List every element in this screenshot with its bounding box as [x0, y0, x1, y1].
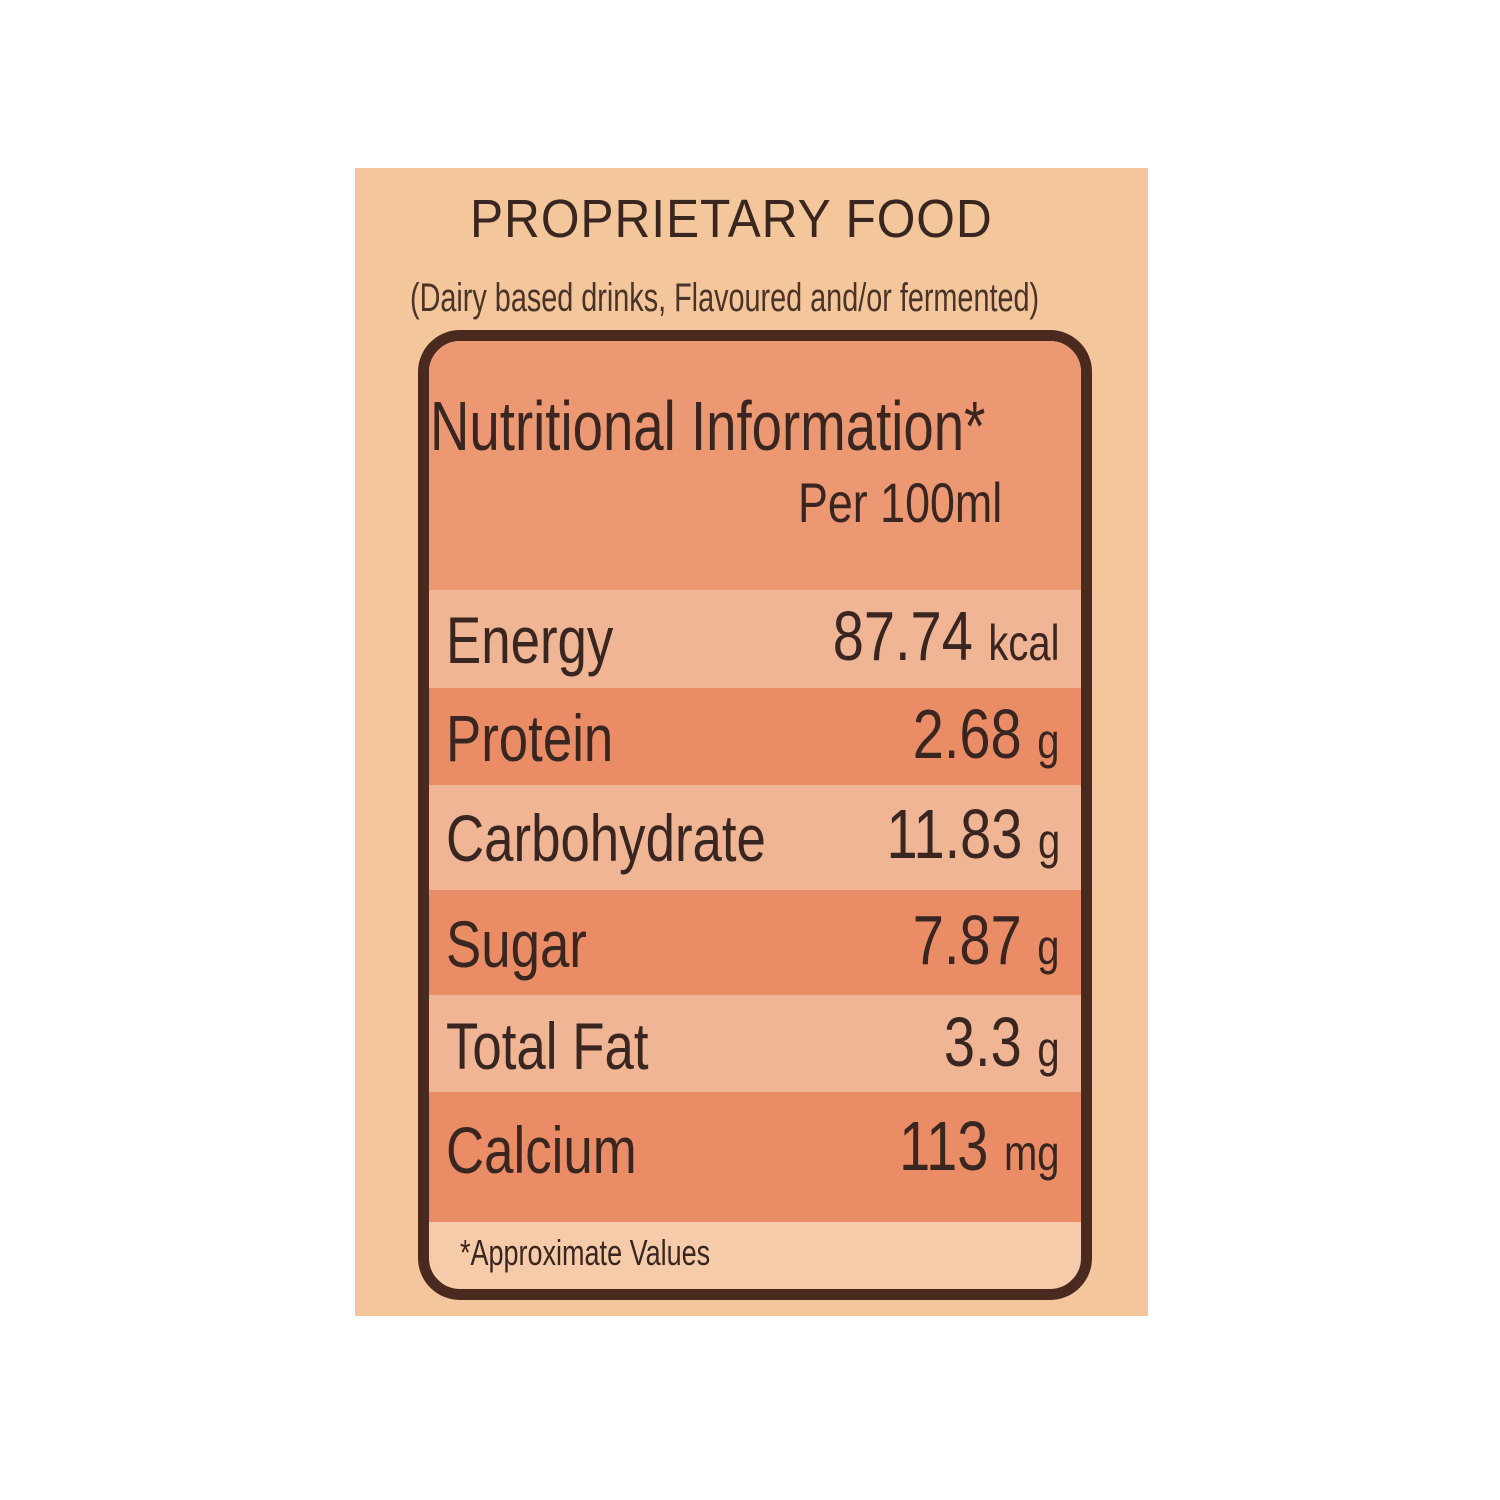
- header-band: [429, 341, 1081, 590]
- value-unit: g: [1037, 1021, 1060, 1077]
- nutrient-label: Carbohydrate: [446, 801, 766, 875]
- value-unit: g: [1037, 919, 1060, 975]
- nutrient-value: 87.74 kcal: [833, 596, 1060, 676]
- row-band: [429, 890, 1081, 995]
- value-unit: kcal: [988, 615, 1060, 671]
- row-band: [429, 688, 1081, 785]
- value-number: 113: [899, 1107, 989, 1185]
- label-title: PROPRIETARY FOOD: [470, 189, 993, 249]
- value-number: 87.74: [833, 597, 974, 675]
- nutrient-value: 11.83 g: [886, 794, 1060, 874]
- nutrient-value: 3.3 g: [944, 1002, 1060, 1082]
- nutrition-panel: [418, 330, 1092, 1300]
- nutrient-label: Total Fat: [446, 1009, 649, 1083]
- nutrient-label: Protein: [446, 701, 614, 775]
- value-unit: g: [1037, 813, 1060, 869]
- value-number: 3.3: [944, 1003, 1023, 1081]
- value-unit: mg: [1004, 1125, 1060, 1181]
- row-band: [429, 1092, 1081, 1222]
- nutrient-value: 2.68 g: [913, 694, 1060, 774]
- value-unit: g: [1037, 713, 1060, 769]
- value-number: 11.83: [886, 795, 1023, 873]
- nutrient-label: Calcium: [446, 1113, 637, 1187]
- label-subtitle: (Dairy based drinks, Flavoured and/or fe…: [410, 276, 1040, 320]
- nutrient-label: Energy: [446, 603, 614, 677]
- nutrient-value: 7.87 g: [913, 900, 1060, 980]
- row-band: [429, 995, 1081, 1092]
- column-header: Per 100ml: [798, 471, 1003, 534]
- panel-heading: Nutritional Information*: [430, 387, 986, 465]
- value-number: 2.68: [913, 695, 1023, 773]
- row-band: [429, 785, 1081, 890]
- nutrient-value: 113 mg: [900, 1106, 1060, 1186]
- row-band: [429, 590, 1081, 688]
- nutrient-label: Sugar: [446, 907, 587, 981]
- footnote: *Approximate Values: [460, 1232, 711, 1273]
- value-number: 7.87: [913, 901, 1023, 979]
